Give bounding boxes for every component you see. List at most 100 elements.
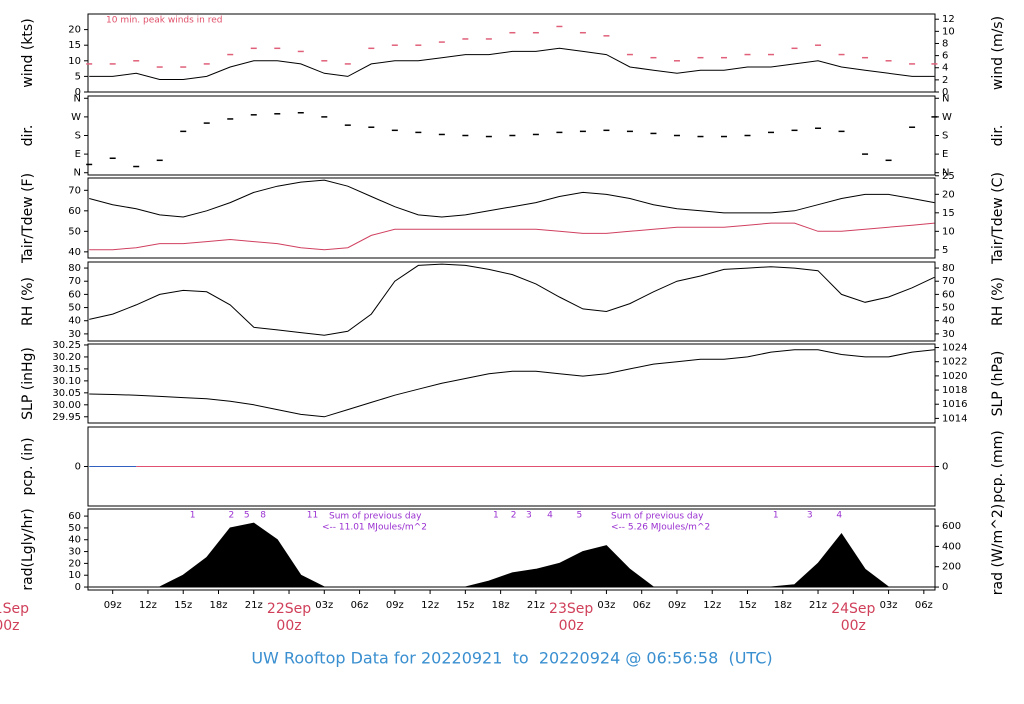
y-tick-label: 80 — [68, 263, 81, 274]
y2-tick-label: 6 — [942, 51, 948, 62]
y-tick-label: 20 — [68, 558, 81, 569]
y2-tick-label: N — [942, 93, 949, 104]
marker-label: 11 — [307, 511, 318, 521]
y2-tick-label: 2 — [942, 75, 948, 86]
y2-tick-label: N — [942, 168, 949, 179]
y-tick-label: 40 — [68, 535, 81, 546]
y-tick-label: 15 — [68, 40, 81, 51]
x-tick-label: 00z — [0, 618, 19, 634]
marker-label: 3 — [526, 511, 532, 521]
y-axis-label: SLP (inHg) — [20, 347, 36, 420]
x-tick-label: 18z — [492, 600, 510, 611]
x-tick-label: 12z — [421, 600, 439, 611]
y2-axis-label: wind (m/s) — [990, 16, 1006, 90]
y2-tick-label: 12 — [942, 14, 955, 25]
x-tick-label: 15z — [174, 600, 192, 611]
y-tick-label: 70 — [68, 185, 81, 196]
y-tick-label: 60 — [68, 289, 81, 300]
x-tick-label: 03z — [315, 600, 333, 611]
y-tick-label: 30.20 — [52, 352, 81, 363]
y2-tick-label: 1020 — [942, 371, 967, 382]
marker-label: 2 — [511, 511, 517, 521]
y-axis-label: Tair/Tdew (F) — [20, 173, 36, 264]
y2-tick-label: W — [942, 112, 952, 123]
y-tick-label: 30 — [68, 329, 81, 340]
x-date-label: 22Sep — [267, 601, 311, 617]
panel-frame — [87, 508, 936, 591]
x-tick-label: 03z — [597, 600, 615, 611]
y-axis-label: dir. — [20, 125, 36, 147]
data-line — [89, 179, 935, 218]
y-tick-label: 10 — [68, 570, 81, 581]
x-tick-label: 21z — [809, 600, 827, 611]
y-tick-label: 50 — [68, 226, 81, 237]
x-tick-label: 18z — [774, 600, 792, 611]
y2-tick-label: 200 — [942, 562, 961, 573]
y-tick-label: W — [71, 112, 81, 123]
panel-frame — [87, 177, 936, 259]
x-date-label: 21Sep — [0, 601, 29, 617]
data-area — [88, 522, 935, 588]
y-tick-label: E — [75, 149, 81, 160]
x-tick-label: 00z — [559, 618, 584, 634]
y-tick-label: N — [74, 93, 81, 104]
x-tick-label: 12z — [703, 600, 721, 611]
y2-tick-label: E — [942, 149, 948, 160]
marker-label: 2 — [229, 511, 235, 521]
y-tick-label: 10 — [68, 56, 81, 67]
y-tick-label: 0 — [75, 582, 81, 593]
y2-tick-label: 1022 — [942, 357, 967, 368]
x-tick-label: 09z — [386, 600, 404, 611]
panel-frame — [87, 261, 936, 342]
y2-tick-label: 10 — [942, 26, 955, 37]
y-tick-label: 50 — [68, 303, 81, 314]
annotation: <-- 5.26 MJoules/m^2 — [611, 523, 710, 533]
y2-tick-label: 8 — [942, 38, 948, 49]
y2-tick-label: 25 — [942, 171, 955, 182]
panel-frame — [87, 13, 936, 93]
annotation: Sum of previous day — [611, 512, 704, 522]
y-tick-label: 30.05 — [52, 388, 81, 399]
marker-label: 1 — [773, 511, 779, 521]
y2-tick-label: 60 — [942, 289, 955, 300]
y2-tick-label: 50 — [942, 303, 955, 314]
x-tick-label: 09z — [104, 600, 122, 611]
x-tick-label: 06z — [915, 600, 933, 611]
x-tick-label: 15z — [456, 600, 474, 611]
x-tick-label: 06z — [633, 600, 651, 611]
panel-frame — [87, 343, 936, 424]
data-line — [89, 349, 935, 418]
y-tick-label: 20 — [68, 25, 81, 36]
y2-tick-label: 70 — [942, 276, 955, 287]
marker-label: 4 — [836, 511, 842, 521]
y-tick-label: 5 — [75, 71, 81, 82]
y2-axis-label: Tair/Tdew (C) — [990, 172, 1006, 265]
y2-tick-label: 1016 — [942, 399, 967, 410]
y-tick-label: 29.95 — [52, 412, 81, 423]
x-tick-label: 00z — [841, 618, 866, 634]
y-axis-label: pcp. (in) — [20, 437, 36, 495]
y2-tick-label: 0 — [942, 87, 948, 98]
x-tick-label: 09z — [668, 600, 686, 611]
x-tick-label: 00z — [276, 618, 301, 634]
marker-label: 5 — [577, 511, 583, 521]
marker-label: 5 — [244, 511, 250, 521]
x-tick-label: 21z — [245, 600, 263, 611]
y2-tick-label: 600 — [942, 521, 961, 532]
data-line — [89, 47, 935, 80]
data-line — [89, 222, 935, 251]
y2-tick-label: 80 — [942, 263, 955, 274]
marker-label: 8 — [260, 511, 266, 521]
x-tick-label: 03z — [880, 600, 898, 611]
annotation: Sum of previous day — [329, 512, 422, 522]
x-date-label: 24Sep — [831, 601, 875, 617]
y2-tick-label: 0 — [942, 582, 948, 593]
y2-axis-label: SLP (hPa) — [990, 351, 1006, 417]
y2-axis-label: dir. — [990, 125, 1006, 147]
y-axis-label: rad(Lgly/hr) — [20, 508, 36, 590]
y-tick-label: 40 — [68, 247, 81, 258]
y2-tick-label: 5 — [942, 245, 948, 256]
annotation: 10 min. peak winds in red — [106, 16, 223, 26]
y-tick-label: 40 — [68, 316, 81, 327]
